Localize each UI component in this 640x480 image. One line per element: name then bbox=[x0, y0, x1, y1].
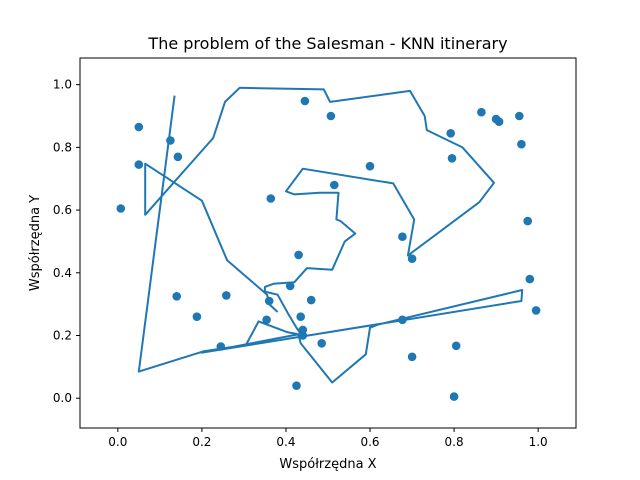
y-axis-label: Współrzędna Y bbox=[28, 195, 43, 291]
city-point bbox=[306, 295, 316, 305]
city-point bbox=[407, 254, 417, 263]
city-point bbox=[166, 136, 175, 145]
city-point bbox=[216, 342, 226, 351]
x-tick-label: 0.8 bbox=[445, 435, 464, 449]
city-point bbox=[494, 117, 504, 126]
city-point bbox=[398, 315, 407, 325]
city-point bbox=[300, 96, 310, 106]
city-point bbox=[172, 292, 181, 301]
city-point bbox=[317, 339, 327, 348]
city-point bbox=[285, 281, 295, 291]
city-point bbox=[365, 161, 375, 171]
y-tick-label: 0.0 bbox=[53, 391, 72, 405]
y-tick-label: 0.2 bbox=[53, 329, 72, 343]
city-point bbox=[116, 204, 126, 213]
city-point bbox=[222, 291, 231, 300]
city-point bbox=[407, 352, 417, 362]
x-tick-label: 0.4 bbox=[276, 435, 295, 449]
city-point bbox=[134, 122, 144, 132]
city-point bbox=[296, 312, 306, 322]
city-point bbox=[531, 306, 541, 315]
y-tick-label: 1.0 bbox=[53, 78, 72, 92]
city-point bbox=[262, 315, 271, 325]
y-tick-label: 0.4 bbox=[53, 266, 72, 280]
city-point bbox=[298, 331, 308, 340]
city-point bbox=[264, 296, 274, 306]
city-point bbox=[294, 250, 303, 260]
city-point bbox=[173, 152, 183, 162]
city-point bbox=[525, 274, 535, 284]
city-point bbox=[515, 111, 524, 121]
x-tick-label: 0.2 bbox=[192, 435, 211, 449]
city-point bbox=[266, 194, 276, 203]
city-point bbox=[447, 154, 457, 163]
city-point bbox=[446, 129, 456, 138]
axis-ticks: 0.0 0.2 0.4 0.6 0.8 1.0 0.0 0.2 0.4 0.6 0.8 1.0 bbox=[53, 78, 548, 449]
x-axis-label: Współrzędna X bbox=[279, 457, 376, 472]
plot-area bbox=[116, 86, 541, 401]
city-point bbox=[134, 160, 144, 169]
y-tick-label: 0.8 bbox=[53, 140, 72, 154]
x-tick-label: 0.6 bbox=[360, 435, 379, 449]
city-point bbox=[517, 139, 526, 149]
city-point bbox=[192, 312, 202, 322]
city-point bbox=[292, 381, 301, 391]
city-point bbox=[523, 216, 532, 226]
y-tick-label: 0.6 bbox=[53, 203, 72, 217]
axes-frame bbox=[79, 57, 577, 429]
city-point bbox=[451, 341, 461, 351]
city-point bbox=[477, 107, 486, 117]
route-line bbox=[137, 86, 524, 384]
x-tick-label: 1.0 bbox=[529, 435, 548, 449]
city-point bbox=[330, 180, 339, 190]
city-point bbox=[398, 232, 407, 241]
chart-title: The problem of the Salesman - KNN itiner… bbox=[147, 34, 507, 53]
city-point bbox=[326, 111, 336, 121]
city-point bbox=[449, 392, 459, 401]
x-tick-label: 0.0 bbox=[108, 435, 127, 449]
